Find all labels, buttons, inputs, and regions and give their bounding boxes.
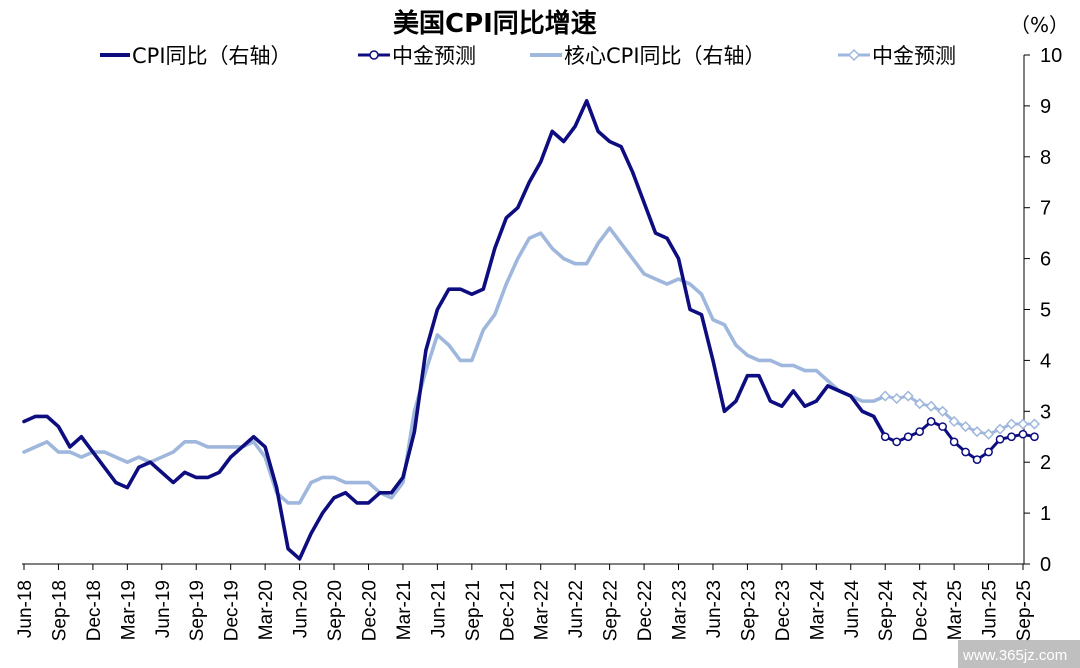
y-tick-label: 0 — [1040, 554, 1051, 576]
watermark-text: www.365jz.com — [962, 647, 1067, 664]
data-point — [972, 455, 982, 465]
legend-item-core-cpi: 核心CPI同比（右轴） — [530, 44, 766, 68]
data-point — [937, 405, 949, 417]
y-ticks: 0 1 2 3 4 5 6 7 8 9 10 — [1024, 45, 1062, 576]
data-point — [880, 432, 890, 442]
x-tick-label: Mar-21 — [394, 580, 415, 640]
x-tick-label: Jun-18 — [15, 580, 36, 638]
x-ticks: Jun-18 Sep-18 Dec-18 Mar-19 Jun-19 Sep-19 Dec-… — [15, 564, 1035, 641]
series-2 — [22, 226, 888, 505]
x-tick-label: Jun-21 — [428, 580, 449, 638]
legend-item-core-cpi-forecast: 中金预测 — [838, 44, 956, 68]
data-point — [1030, 432, 1039, 442]
y-tick-label: 6 — [1040, 249, 1051, 271]
x-tick-label: Sep-21 — [463, 580, 484, 641]
data-point — [994, 423, 1006, 435]
data-point — [925, 400, 937, 412]
data-point — [1018, 429, 1028, 439]
series-line — [22, 226, 888, 505]
x-tick-label: Jun-19 — [153, 580, 174, 638]
legend-item-cpi: CPI同比（右轴） — [100, 44, 292, 68]
x-tick-label: Dec-21 — [497, 580, 518, 641]
data-point — [915, 427, 925, 437]
x-tick-label: Jun-25 — [980, 580, 1001, 638]
x-tick-label: Jun-22 — [566, 580, 587, 638]
axes — [22, 55, 1025, 565]
legend-marker-core-cpi-forecast — [847, 48, 861, 62]
x-tick-label: Mar-19 — [118, 580, 139, 640]
series-1 — [880, 417, 1039, 465]
legend-item-cpi-forecast: 中金预测 — [358, 44, 476, 68]
data-point — [971, 426, 983, 438]
series-layer — [22, 99, 1041, 561]
y-tick-label: 7 — [1040, 198, 1051, 220]
data-point — [995, 434, 1005, 444]
data-point — [926, 417, 936, 426]
x-tick-label: Dec-23 — [773, 580, 794, 641]
data-point — [879, 390, 891, 402]
chart-title: 美国CPI同比增速 — [393, 8, 597, 39]
data-point — [938, 422, 947, 431]
x-tick-label: Dec-19 — [222, 580, 243, 641]
series-3 — [879, 390, 1041, 440]
data-point — [960, 421, 972, 433]
y-axis-unit-label: （%） — [1010, 13, 1069, 37]
data-point — [1028, 418, 1041, 430]
data-point — [984, 447, 993, 457]
data-point — [1005, 418, 1018, 430]
x-tick-label: Sep-20 — [325, 580, 346, 641]
y-tick-label: 8 — [1040, 147, 1051, 169]
x-tick-label: Dec-18 — [84, 580, 105, 641]
data-point — [903, 432, 913, 442]
series-0 — [22, 99, 888, 561]
legend: CPI同比（右轴） 中金预测 核心CPI同比（右轴） 中金预测 — [100, 44, 956, 68]
y-tick-label: 10 — [1040, 45, 1062, 67]
legend-marker-cpi-forecast — [369, 50, 379, 60]
x-tick-label: Jun-24 — [842, 580, 863, 639]
y-tick-label: 1 — [1040, 503, 1051, 525]
data-point — [914, 398, 926, 410]
y-tick-label: 3 — [1040, 401, 1051, 423]
data-point — [961, 447, 970, 457]
y-tick-label: 5 — [1040, 300, 1051, 322]
x-tick-label: Mar-23 — [670, 580, 691, 640]
legend-label-core-cpi-forecast: 中金预测 — [872, 44, 956, 68]
y-tick-label: 2 — [1040, 452, 1051, 474]
legend-label-cpi: CPI同比（右轴） — [132, 44, 292, 68]
legend-label-core-cpi: 核心CPI同比（右轴） — [564, 44, 766, 68]
watermark-background — [958, 640, 1080, 668]
data-point — [948, 415, 960, 428]
x-tick-label: Dec-24 — [911, 580, 932, 642]
x-tick-label: Dec-22 — [635, 580, 656, 641]
x-tick-label: Sep-24 — [876, 580, 897, 642]
data-point — [891, 393, 903, 405]
data-point — [902, 390, 914, 402]
x-tick-label: Sep-19 — [187, 580, 208, 641]
legend-label-cpi-forecast: 中金预测 — [392, 44, 476, 68]
x-tick-label: Mar-24 — [807, 580, 828, 641]
series-line — [22, 99, 888, 561]
x-tick-label: Jun-20 — [291, 580, 312, 638]
y-tick-label: 4 — [1040, 350, 1051, 372]
x-tick-label: Jun-23 — [704, 580, 725, 638]
data-point — [982, 428, 995, 440]
x-tick-label: Sep-23 — [738, 580, 759, 641]
data-point — [1007, 432, 1016, 442]
y-tick-label: 9 — [1040, 96, 1051, 118]
x-tick-label: Sep-22 — [601, 580, 622, 641]
data-point — [1017, 418, 1029, 430]
x-tick-label: Sep-18 — [49, 580, 70, 641]
x-tick-label: Mar-25 — [945, 580, 966, 640]
data-point — [892, 437, 902, 447]
x-tick-label: Mar-22 — [532, 580, 553, 640]
data-point — [949, 437, 959, 447]
x-tick-label: Sep-25 — [1014, 580, 1035, 641]
x-tick-label: Dec-20 — [359, 580, 380, 641]
x-tick-label: Mar-20 — [256, 580, 277, 640]
